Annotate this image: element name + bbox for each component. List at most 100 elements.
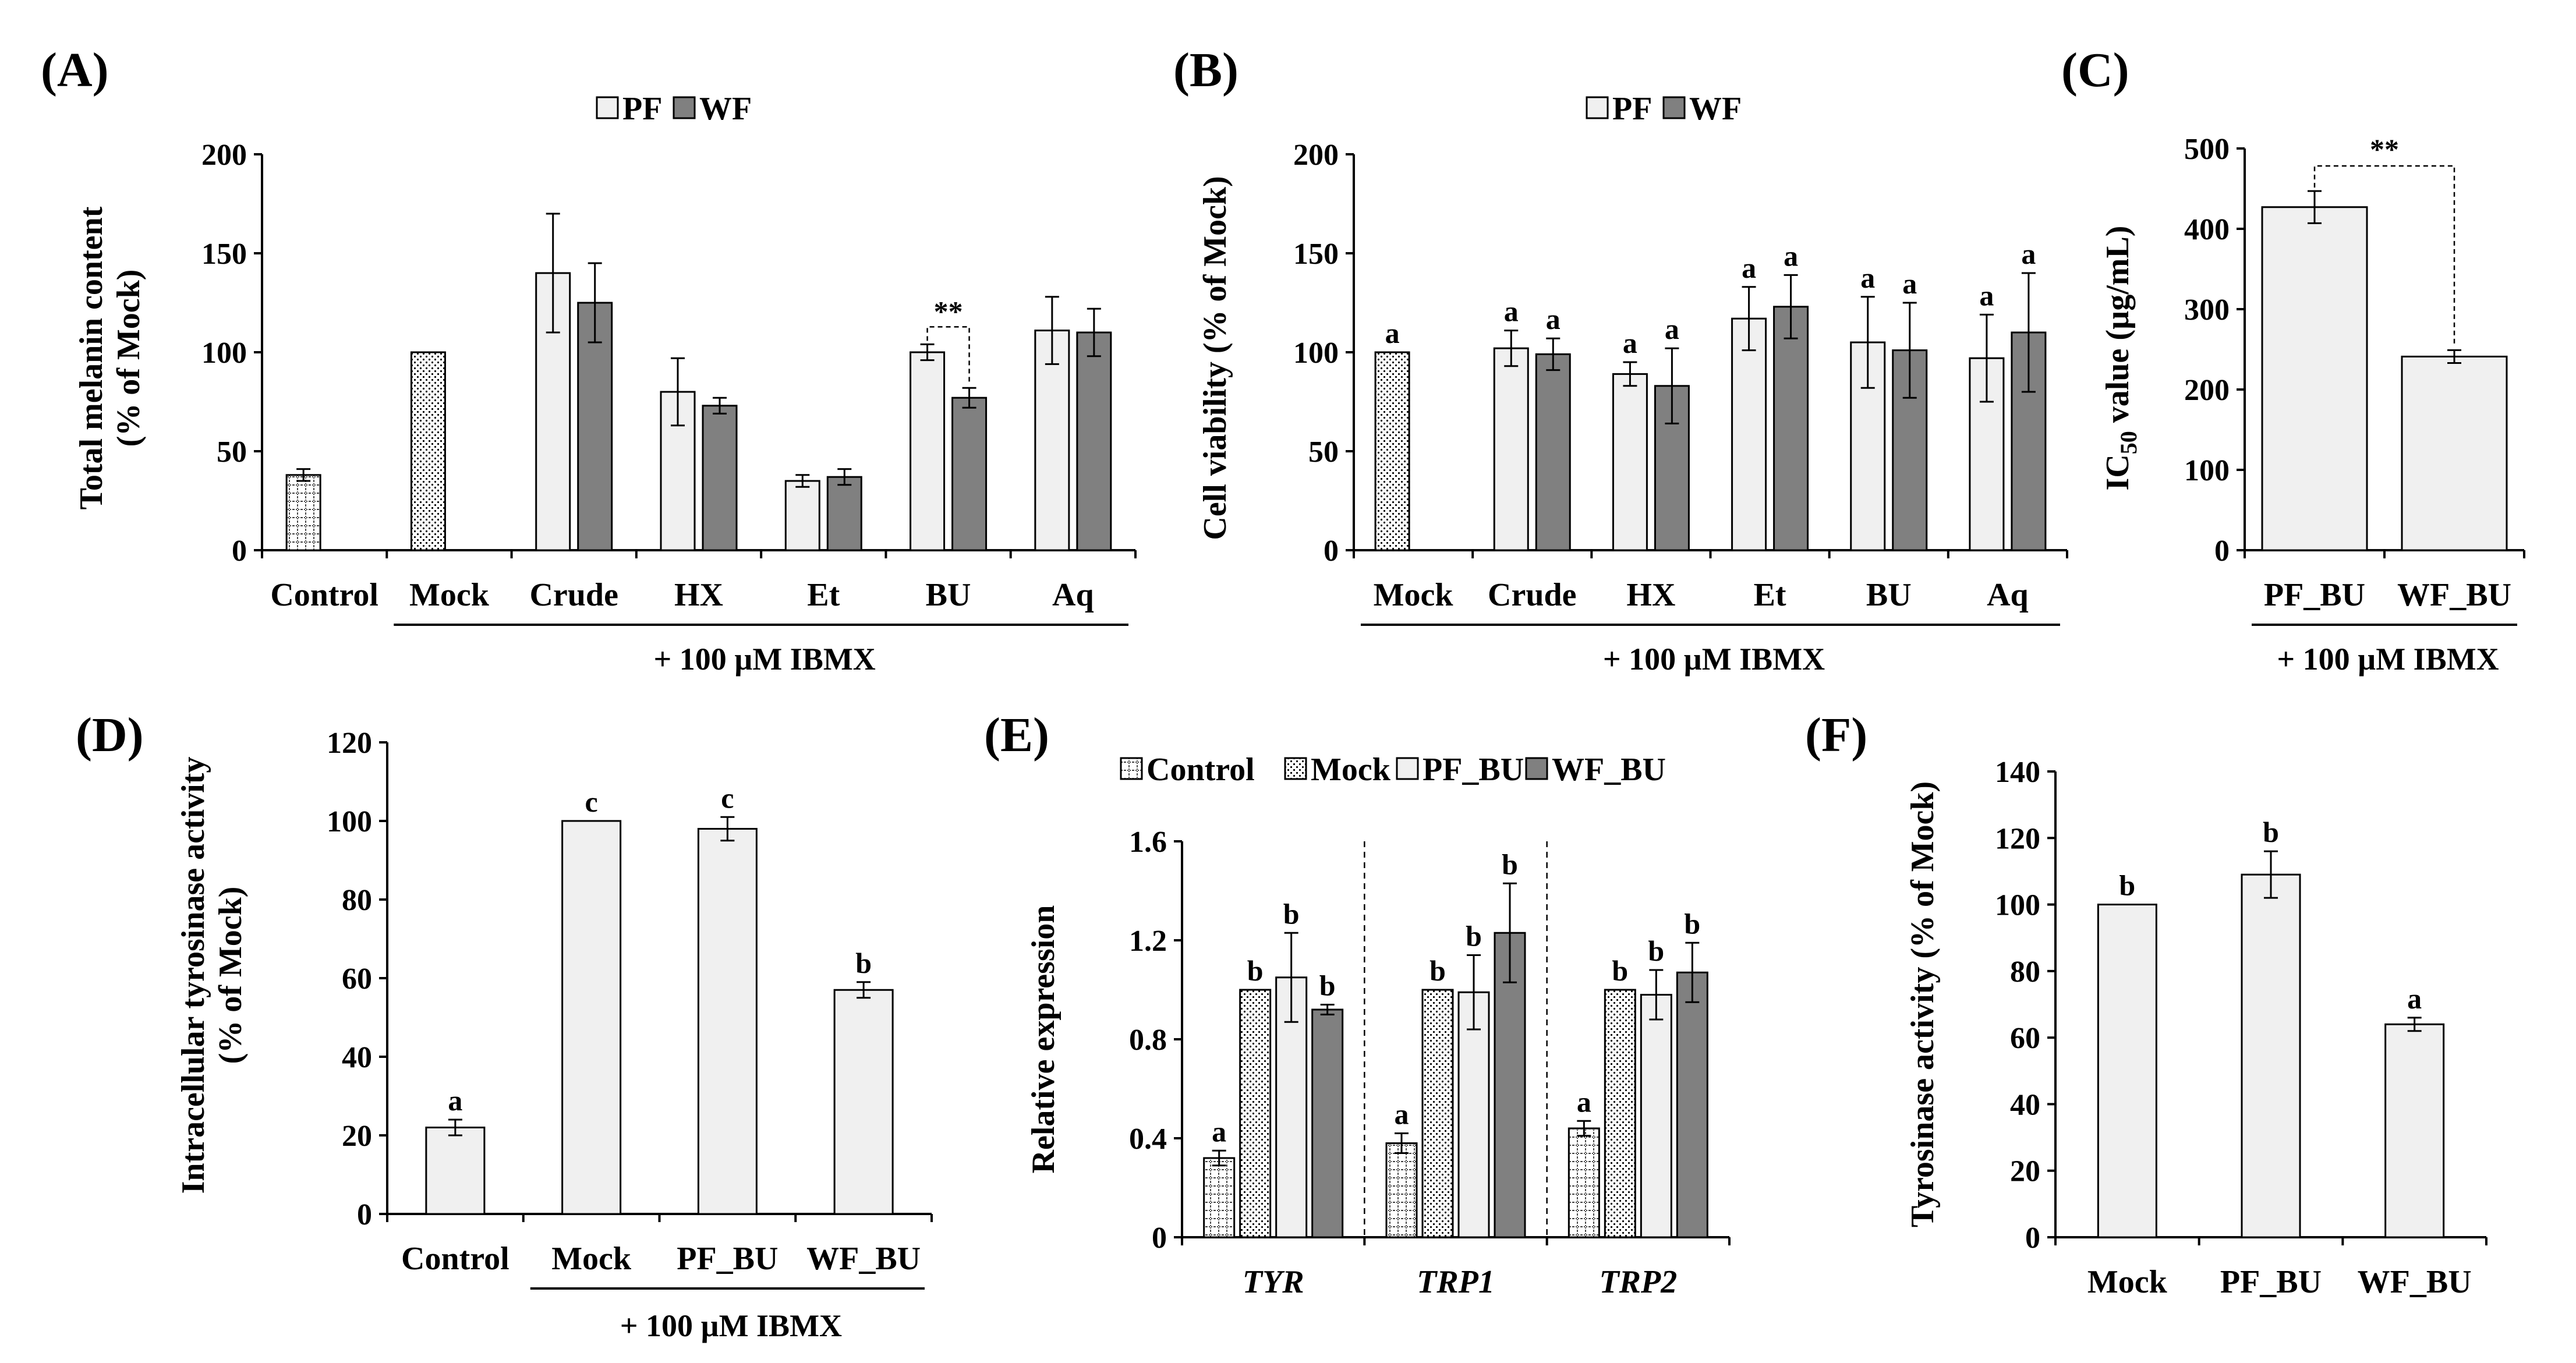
significance-label: a [1665, 313, 1679, 345]
bar-single [285, 474, 321, 551]
y-tick-label: 60 [2010, 1022, 2040, 1055]
significance-label: a [1902, 267, 1917, 300]
panel-label: (C) [2061, 43, 2129, 97]
bar-Mock [1239, 989, 1272, 1238]
y-axis-title-line: Total melanin content [73, 206, 109, 509]
chart-panel-4: (E) 0 0.4 0.8 1.2 1.6 Relative expression TYR TR… [984, 708, 1731, 1300]
legend-label: WF [1689, 91, 1742, 127]
bar-WF_BU [1311, 1008, 1344, 1238]
y-tick-label: 1.2 [1129, 925, 1167, 958]
y-tick-label: 0 [2214, 534, 2230, 568]
significance-label: b [2119, 869, 2135, 902]
y-tick-label: 50 [217, 436, 247, 469]
significance-label: b [1612, 954, 1628, 987]
y-tick-label: 0 [357, 1198, 372, 1231]
y-tick-label: 0.8 [1129, 1024, 1167, 1057]
significance-label: a [1979, 279, 1994, 311]
significance-label: a [1860, 261, 1875, 294]
category-label: Mock [2087, 1264, 2168, 1300]
bar-WF [951, 396, 988, 551]
y-axis-title: Relative expression [1025, 905, 1061, 1174]
chart-panel-0: (A) 0 50 100 150 200 Total melanin content(% o… [41, 43, 1137, 677]
significance-label: a [1742, 252, 1756, 284]
y-axis-title-line: Relative expression [1025, 905, 1061, 1174]
significance-label: a [2407, 982, 2422, 1015]
category-label: HX [674, 577, 723, 613]
chart-panel-1: (B) 0 50 100 150 200 Cell viability (% of Mock… [1173, 43, 2068, 677]
significance-label: b [1319, 969, 1336, 1002]
y-tick-label: 200 [2184, 374, 2230, 407]
category-label: WF_BU [2358, 1264, 2472, 1300]
panel-label: (F) [1805, 708, 1867, 762]
bar-WF [702, 405, 738, 551]
bar-WF_BU [1494, 932, 1526, 1238]
y-tick-label: 20 [2010, 1155, 2040, 1188]
significance-label: b [1247, 954, 1264, 987]
category-label: BU [1866, 577, 1912, 613]
y-tick-label: 0.4 [1129, 1123, 1167, 1156]
legend-swatch [1396, 757, 1419, 780]
bar [697, 828, 758, 1215]
bar [833, 989, 894, 1215]
bar-Control [1203, 1157, 1236, 1238]
category-label: Control [401, 1241, 509, 1277]
y-axis-title-part: value (µg/mL) [2100, 226, 2136, 431]
significance-label: a [1623, 327, 1637, 359]
panel-label: (B) [1173, 43, 1239, 97]
category-label: Crude [529, 577, 618, 613]
bar-PF [1612, 373, 1648, 551]
bar-WF [1773, 306, 1809, 551]
bar [2241, 873, 2301, 1238]
category-label: PF_BU [2264, 577, 2365, 613]
legend-swatch [1662, 96, 1686, 119]
significance-label: b [1283, 897, 1300, 930]
significance-label: b [1684, 907, 1700, 940]
category-label: Mock [1374, 577, 1454, 613]
legend-swatch [1120, 757, 1143, 780]
category-label: Crude [1488, 577, 1576, 613]
bar-PF [1493, 347, 1529, 551]
y-tick-label: 40 [342, 1041, 372, 1074]
category-label: TRP1 [1417, 1264, 1495, 1300]
significance-label: a [1212, 1115, 1226, 1148]
significance-label: a [1577, 1085, 1591, 1118]
significance-bracket [2313, 165, 2455, 347]
y-axis-title-line: Tyrosinase activity (% of Mock) [1905, 781, 1941, 1227]
significance-label: a [1546, 303, 1561, 335]
y-tick-label: 200 [1293, 139, 1339, 172]
y-tick-label: 0 [1324, 534, 1339, 568]
y-tick-label: 100 [1995, 889, 2040, 922]
significance-label: b [2263, 816, 2279, 848]
y-tick-label: 120 [327, 727, 372, 760]
y-axis-title-line: Cell viability (% of Mock) [1197, 176, 1233, 540]
significance-label: a [2021, 238, 2036, 270]
chart-panel-2: (C) 0 100 200 300 400 500 IC50 value (µg/mL) PF_… [2061, 43, 2525, 677]
category-label: Aq [1052, 577, 1094, 613]
significance-stars: ** [934, 295, 963, 327]
category-label: WF_BU [806, 1241, 921, 1277]
panel-label: (A) [41, 43, 109, 97]
significance-label: a [1784, 239, 1798, 272]
legend-swatch [673, 96, 696, 119]
y-tick-label: 40 [2010, 1088, 2040, 1121]
bar-Mock [1604, 989, 1636, 1238]
category-label: PF_BU [2220, 1264, 2322, 1300]
y-tick-label: 150 [201, 238, 247, 271]
legend-swatch [1525, 757, 1548, 780]
legend-label: Control [1147, 752, 1255, 788]
category-label: HX [1626, 577, 1675, 613]
y-tick-label: 20 [342, 1120, 372, 1153]
bar-WF [1535, 353, 1571, 551]
bar-WF [826, 476, 862, 551]
chart-panel-3: (D) 0 20 40 60 80 100 120 Intracellular tyrosina… [76, 708, 933, 1343]
y-axis-title: Cell viability (% of Mock) [1197, 176, 1233, 540]
treatment-label: + 100 µM IBMX [620, 1308, 842, 1343]
chart-panel-5: (F) 0 20 40 60 80 100 120 140 Tyrosinase activity… [1805, 708, 2487, 1300]
y-axis-title: Tyrosinase activity (% of Mock) [1905, 781, 1941, 1227]
y-tick-label: 80 [2010, 955, 2040, 989]
y-tick-label: 150 [1293, 238, 1339, 271]
significance-label: a [1395, 1098, 1409, 1131]
y-axis-title-part: IC [2100, 454, 2136, 490]
category-label: Et [1754, 577, 1786, 613]
bar-PF [1034, 330, 1070, 551]
